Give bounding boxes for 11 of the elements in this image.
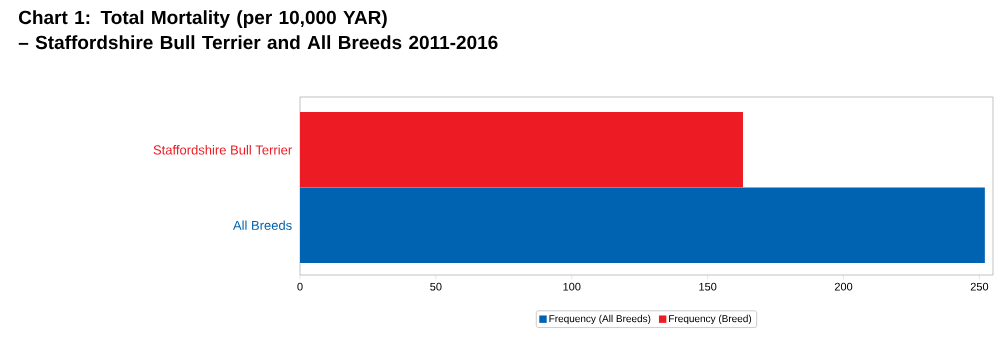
legend-label: Frequency (Breed) <box>669 314 752 325</box>
x-tick-label: 200 <box>834 282 853 291</box>
legend-label: Frequency (All Breeds) <box>549 314 651 325</box>
y-tick-label: All Breeds <box>232 220 292 230</box>
chart-title: Chart 1: Total Mortality (per 10,000 YAR) – Staffordshire Bull Terrier and All Breeds 2011-2016 <box>18 10 498 50</box>
x-tick-label: 250 <box>970 282 989 291</box>
y-tick-label: Staffordshire Bull Terrier <box>153 145 292 155</box>
x-tick-label: 0 <box>297 282 303 291</box>
x-tick-label: 100 <box>563 282 581 291</box>
x-tick-label: 50 <box>430 282 442 291</box>
x-tick-label: 150 <box>699 282 717 291</box>
